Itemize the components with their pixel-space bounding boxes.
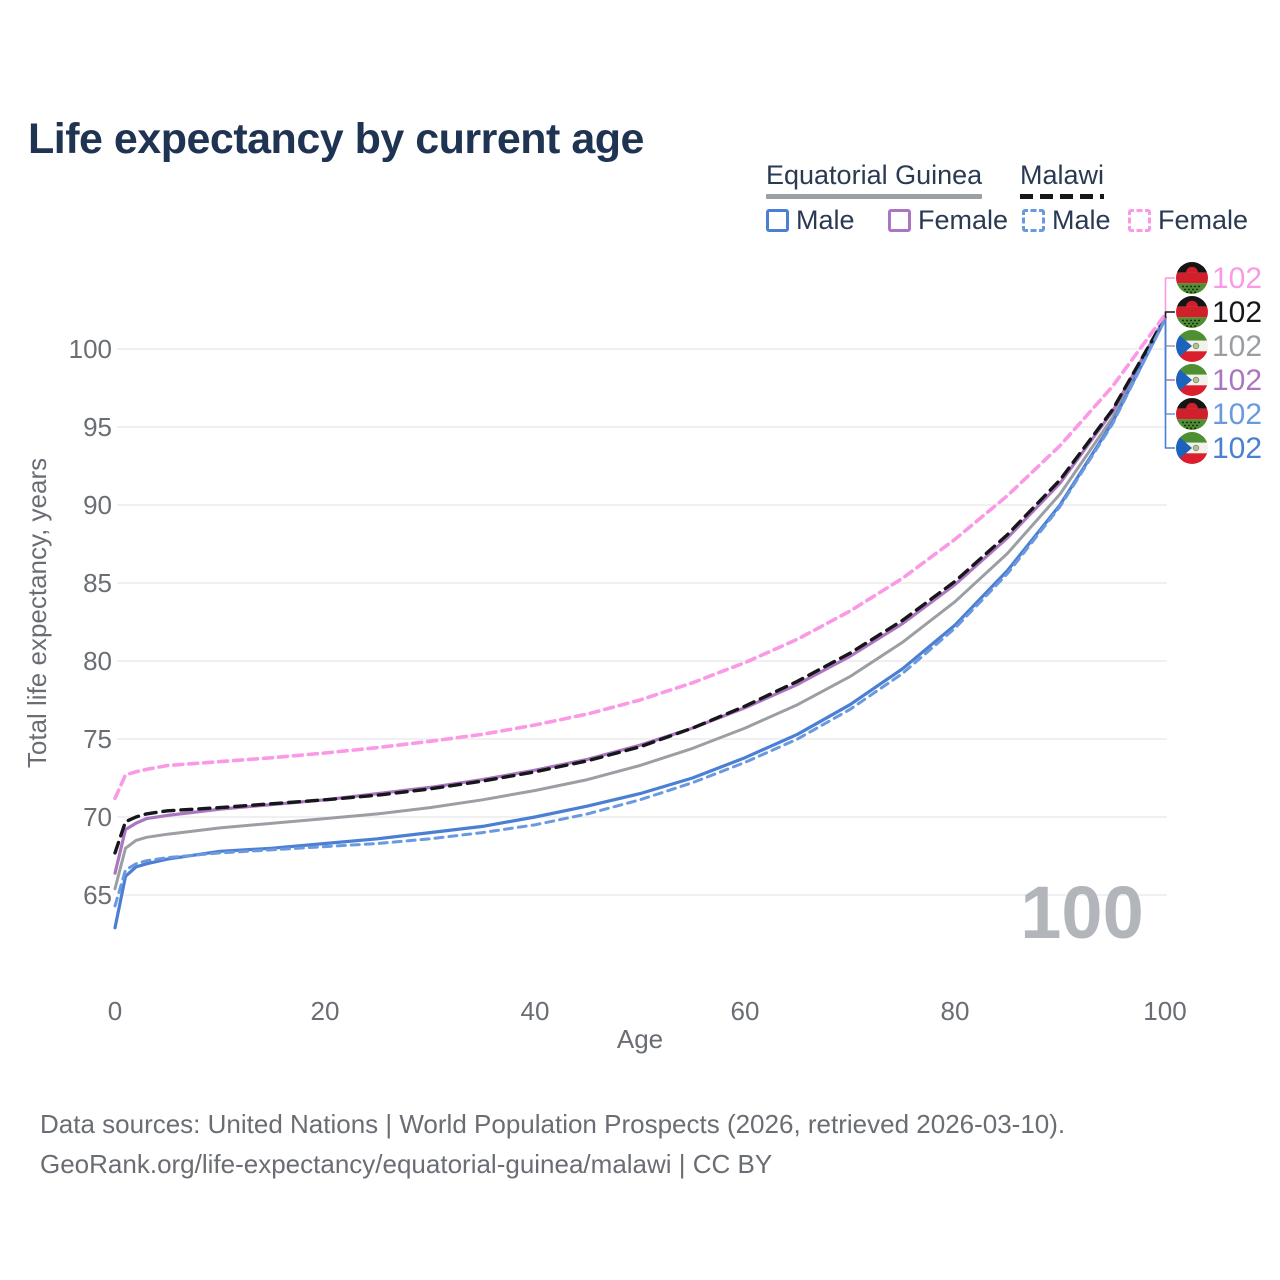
equatorial-guinea-flag-icon: [1176, 330, 1208, 362]
series-line-malawi-male[interactable]: [113, 317, 1167, 908]
malawi-flag-icon: [1176, 296, 1208, 328]
y-tick-75: 75: [83, 724, 112, 754]
x-tick-40: 40: [521, 996, 550, 1026]
legend-item-equatorial-guinea-female[interactable]: Female: [888, 205, 1008, 236]
color-swatch-icon: [1022, 209, 1045, 232]
y-tick-95: 95: [83, 412, 112, 442]
end-value-label-equatorial-guinea-both: 102: [1212, 330, 1262, 363]
leader-line-equatorial-guinea-both: [1164, 317, 1175, 347]
dashed-line-sample: [1020, 194, 1105, 199]
end-value-label-malawi-female: 102: [1212, 262, 1262, 295]
y-tick-70: 70: [83, 802, 112, 832]
solid-line-sample: [766, 194, 983, 199]
series-line-equatorial-guinea-both[interactable]: [113, 316, 1167, 891]
legend-item-equatorial-guinea-male[interactable]: Male: [766, 205, 855, 236]
y-tick-90: 90: [83, 490, 112, 520]
series-line-malawi-female[interactable]: [113, 312, 1167, 801]
y-tick-80: 80: [83, 646, 112, 676]
data-sources-line: Data sources: United Nations | World Pop…: [40, 1109, 1066, 1139]
leader-line-equatorial-guinea-male: [1164, 319, 1175, 449]
malawi-flag-icon: [1176, 398, 1208, 430]
legend-group-equatorial-guinea[interactable]: Equatorial Guinea: [766, 160, 983, 199]
equatorial-guinea-flag-icon: [1176, 364, 1208, 396]
legend-item-malawi-female[interactable]: Female: [1128, 205, 1248, 236]
series-line-malawi-both[interactable]: [113, 316, 1167, 855]
x-tick-100: 100: [1143, 996, 1186, 1026]
leader-line-malawi-male: [1164, 319, 1175, 415]
legend-group-malawi[interactable]: Malawi: [1020, 160, 1105, 199]
x-tick-0: 0: [108, 996, 122, 1026]
legend-item-malawi-male[interactable]: Male: [1022, 205, 1111, 236]
y-tick-65: 65: [83, 880, 112, 910]
series-line-equatorial-guinea-male[interactable]: [113, 317, 1167, 930]
legend-group-label: Malawi: [1020, 160, 1105, 190]
footer: Data sources: United Nations | World Pop…: [40, 1104, 1065, 1184]
y-tick-100: 100: [69, 334, 112, 364]
malawi-flag-icon: [1176, 262, 1208, 294]
x-tick-20: 20: [311, 996, 340, 1026]
end-value-label-equatorial-guinea-female: 102: [1212, 364, 1262, 397]
current-age-watermark: 100: [1020, 871, 1143, 954]
x-axis-title: Age: [617, 1024, 663, 1054]
attribution-line: GeoRank.org/life-expectancy/equatorial-g…: [40, 1149, 773, 1179]
leader-line-malawi-female: [1164, 277, 1175, 315]
end-value-label-equatorial-guinea-male: 102: [1212, 432, 1262, 465]
end-value-label-malawi-both: 102: [1212, 296, 1262, 329]
legend-item-label: Female: [1158, 205, 1249, 235]
page-title: Life expectancy by current age: [28, 114, 644, 163]
x-tick-80: 80: [941, 996, 970, 1026]
leader-line-malawi-both: [1164, 311, 1175, 318]
color-swatch-icon: [888, 209, 911, 232]
series-line-equatorial-guinea-female[interactable]: [113, 316, 1167, 875]
y-tick-85: 85: [83, 568, 112, 598]
legend-group-label: Equatorial Guinea: [766, 160, 983, 190]
legend-item-label: Female: [918, 205, 1009, 235]
end-value-label-malawi-male: 102: [1212, 398, 1262, 431]
legend-item-label: Male: [796, 205, 855, 235]
legend-item-label: Male: [1052, 205, 1111, 235]
color-swatch-icon: [1128, 209, 1151, 232]
color-swatch-icon: [766, 209, 789, 232]
y-axis-title: Total life expectancy, years: [22, 458, 52, 768]
x-tick-60: 60: [731, 996, 760, 1026]
equatorial-guinea-flag-icon: [1176, 432, 1208, 464]
